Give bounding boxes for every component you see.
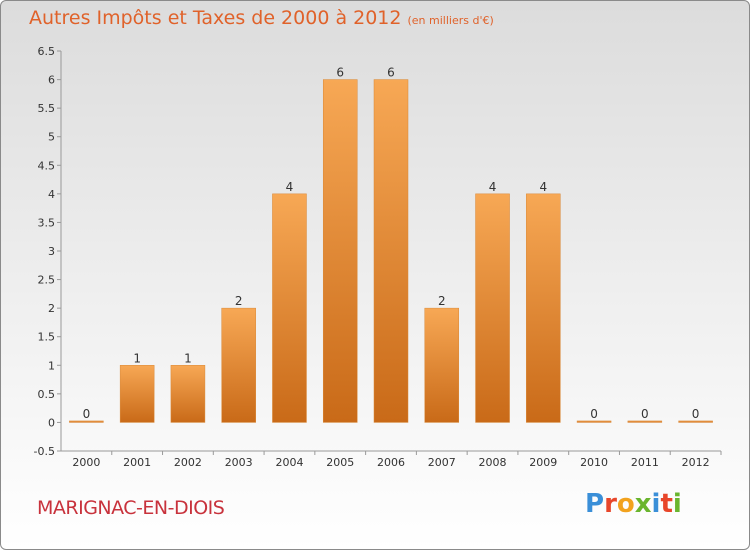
x-tick-label: 2011	[631, 456, 659, 469]
proxiti-logo-letter: i	[651, 489, 661, 519]
bar	[322, 79, 358, 423]
data-label: 0	[692, 407, 700, 421]
chart-title-text: Autres Impôts et Taxes de 2000 à 2012	[29, 7, 402, 29]
y-tick-label: 1.5	[38, 331, 56, 344]
x-tick-label: 2000	[72, 456, 100, 469]
proxiti-logo-letter: P	[585, 489, 605, 519]
x-tick-label: 2002	[174, 456, 202, 469]
data-label: 4	[489, 180, 497, 194]
chart-title: Autres Impôts et Taxes de 2000 à 2012 (en…	[29, 7, 494, 29]
y-tick-label: 6	[48, 74, 55, 87]
y-tick-label: 5	[48, 131, 55, 144]
bar	[475, 193, 510, 423]
bars	[69, 79, 713, 423]
y-tick-label: 1	[48, 359, 55, 372]
proxiti-logo-letter: x	[634, 489, 652, 519]
x-tick-label: 2001	[123, 456, 151, 469]
data-label: 4	[539, 180, 547, 194]
data-label: 1	[133, 351, 141, 365]
x-tick-label: 2003	[225, 456, 253, 469]
bar	[272, 193, 307, 423]
data-label: 2	[235, 294, 243, 308]
bar	[119, 365, 155, 423]
data-label: 4	[286, 180, 294, 194]
y-tick-label: 2	[48, 302, 55, 315]
x-tick-label: 2004	[275, 456, 303, 469]
bar	[424, 307, 460, 423]
proxiti-logo: Proxiti	[585, 489, 682, 519]
data-labels: 0 1 1 2 4 6 6 2 4 4 0 0 0	[83, 66, 700, 421]
bar	[627, 420, 663, 423]
data-label: 1	[184, 351, 192, 365]
bar	[526, 193, 561, 423]
x-tick-label: 2012	[682, 456, 710, 469]
y-tick-label: 5.5	[38, 102, 56, 115]
bar	[373, 79, 409, 423]
x-tick-label: 2008	[479, 456, 507, 469]
y-axis: -0.5 0 0.5 1 1.5 2 2.5 3 3.5 4 4.5 5 5.5 6 6.5	[34, 45, 62, 458]
bar	[221, 307, 256, 423]
x-axis: 2000 2001 2002 2003 2004 2005 2006 2007 2008 2009…	[61, 450, 722, 469]
y-tick-label: 6.5	[38, 45, 56, 58]
x-tick-label: 2007	[428, 456, 456, 469]
proxiti-logo-letter: t	[660, 489, 673, 519]
bar	[69, 420, 104, 423]
bar	[576, 420, 612, 423]
x-tick-label: 2005	[326, 456, 354, 469]
y-tick-label: 3.5	[38, 216, 56, 229]
y-tick-label: 4	[48, 188, 55, 201]
bar	[170, 365, 206, 423]
data-label: 0	[641, 407, 649, 421]
chart-unit: (en milliers d'€)	[407, 14, 494, 27]
y-tick-label: 3	[48, 245, 55, 258]
y-tick-label: 0.5	[38, 388, 56, 401]
data-label: 0	[590, 407, 598, 421]
x-tick-label: 2009	[529, 456, 557, 469]
y-tick-label: 2.5	[38, 274, 56, 287]
y-tick-label: -0.5	[34, 445, 55, 458]
commune-name: MARIGNAC-EN-DIOIS	[37, 497, 225, 519]
x-tick-label: 2010	[580, 456, 608, 469]
proxiti-logo-letter: r	[604, 489, 617, 519]
bar	[678, 420, 713, 423]
proxiti-logo-letter: i	[672, 489, 682, 519]
data-label: 2	[438, 294, 446, 308]
data-label: 6	[336, 66, 344, 80]
y-tick-label: 0	[48, 416, 55, 429]
data-label: 6	[387, 66, 395, 80]
proxiti-logo-letter: o	[616, 489, 635, 519]
data-label: 0	[83, 407, 91, 421]
y-tick-label: 4.5	[38, 159, 56, 172]
x-tick-label: 2006	[377, 456, 405, 469]
